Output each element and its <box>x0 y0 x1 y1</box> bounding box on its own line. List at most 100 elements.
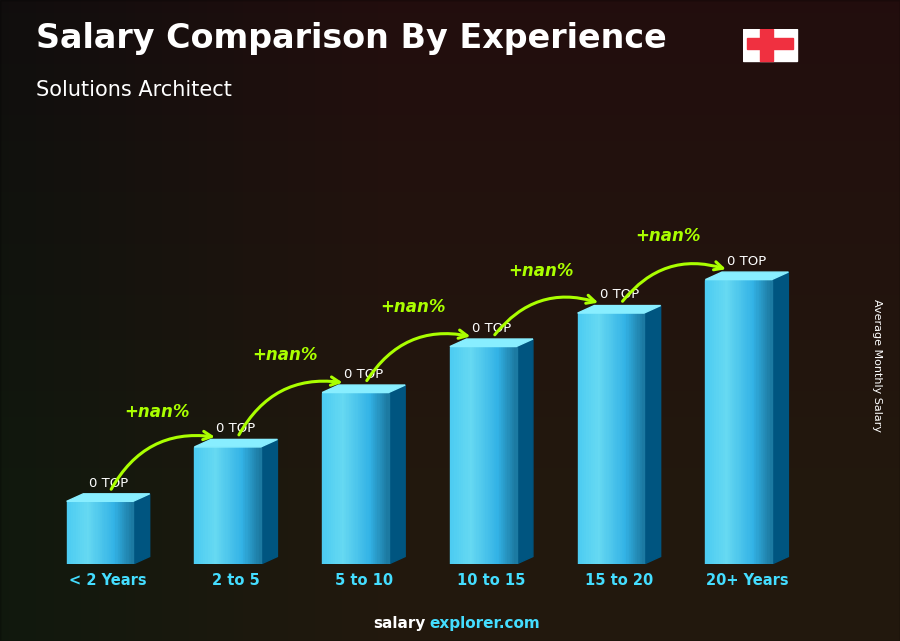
Bar <box>386 392 389 564</box>
Bar <box>362 392 364 564</box>
Bar <box>741 279 743 564</box>
Bar <box>210 447 212 564</box>
Text: explorer.com: explorer.com <box>429 617 540 631</box>
Bar <box>608 313 611 564</box>
Bar <box>234 447 237 564</box>
Bar <box>89 501 91 564</box>
Bar <box>760 279 763 564</box>
Bar <box>71 501 74 564</box>
Bar <box>750 279 752 564</box>
Bar <box>710 279 712 564</box>
Bar <box>369 392 371 564</box>
Bar <box>494 347 497 564</box>
Bar <box>508 347 510 564</box>
Bar <box>736 279 739 564</box>
Bar <box>241 447 243 564</box>
Bar <box>223 447 226 564</box>
Bar <box>82 501 85 564</box>
Bar <box>591 313 593 564</box>
Bar <box>721 279 724 564</box>
Bar <box>364 392 366 564</box>
Bar <box>622 313 625 564</box>
Bar <box>760 29 773 61</box>
Text: 0 TOP: 0 TOP <box>472 322 511 335</box>
Polygon shape <box>67 494 149 501</box>
Polygon shape <box>450 339 533 347</box>
Polygon shape <box>389 385 405 564</box>
Bar <box>604 313 607 564</box>
Bar <box>120 501 122 564</box>
Bar <box>324 392 327 564</box>
Bar <box>91 501 94 564</box>
Text: 0 TOP: 0 TOP <box>599 288 639 301</box>
Text: 5 to 10: 5 to 10 <box>335 573 392 588</box>
Bar <box>716 279 719 564</box>
Bar <box>199 447 202 564</box>
Bar <box>768 279 769 564</box>
Bar <box>633 313 635 564</box>
Bar <box>706 279 707 564</box>
Bar <box>602 313 605 564</box>
Polygon shape <box>322 385 405 392</box>
Bar <box>322 392 325 564</box>
Bar <box>232 447 235 564</box>
Bar <box>243 447 246 564</box>
Bar <box>254 447 256 564</box>
Bar <box>340 392 342 564</box>
Bar <box>250 447 252 564</box>
Bar <box>485 347 488 564</box>
Bar <box>246 447 248 564</box>
Polygon shape <box>194 440 277 447</box>
Bar <box>230 447 232 564</box>
Bar <box>712 279 715 564</box>
Bar <box>580 313 582 564</box>
Bar <box>111 501 113 564</box>
Bar <box>745 279 748 564</box>
Bar <box>377 392 380 564</box>
Text: +nan%: +nan% <box>380 298 446 316</box>
Polygon shape <box>772 272 788 564</box>
Bar <box>593 313 596 564</box>
Bar <box>483 347 486 564</box>
Bar <box>474 347 477 564</box>
Bar <box>375 392 378 564</box>
Text: +nan%: +nan% <box>635 227 701 245</box>
Bar <box>747 38 793 49</box>
Bar <box>205 447 208 564</box>
Bar <box>73 501 76 564</box>
Bar <box>707 279 710 564</box>
Bar <box>258 447 261 564</box>
Bar <box>106 501 109 564</box>
Bar <box>635 313 638 564</box>
Bar <box>470 347 472 564</box>
Bar <box>620 313 622 564</box>
Bar <box>328 392 331 564</box>
Text: Solutions Architect: Solutions Architect <box>36 80 232 100</box>
Text: Salary Comparison By Experience: Salary Comparison By Experience <box>36 22 667 55</box>
Bar <box>336 392 338 564</box>
Bar <box>727 279 730 564</box>
Bar <box>217 447 219 564</box>
Bar <box>617 313 620 564</box>
Text: +nan%: +nan% <box>252 346 318 364</box>
Polygon shape <box>706 272 788 279</box>
Bar <box>503 347 506 564</box>
Bar <box>770 279 772 564</box>
Bar <box>380 392 382 564</box>
Bar <box>642 313 644 564</box>
Bar <box>488 347 490 564</box>
Bar <box>582 313 584 564</box>
Bar <box>599 313 602 564</box>
Text: +nan%: +nan% <box>508 262 573 281</box>
Bar <box>476 347 479 564</box>
Text: salary: salary <box>374 617 426 631</box>
Text: 0 TOP: 0 TOP <box>216 422 256 435</box>
Bar <box>115 501 118 564</box>
Bar <box>759 279 761 564</box>
Bar <box>219 447 221 564</box>
Bar <box>607 313 609 564</box>
Bar <box>94 501 95 564</box>
Bar <box>356 392 358 564</box>
Bar <box>454 347 457 564</box>
Bar <box>613 313 616 564</box>
